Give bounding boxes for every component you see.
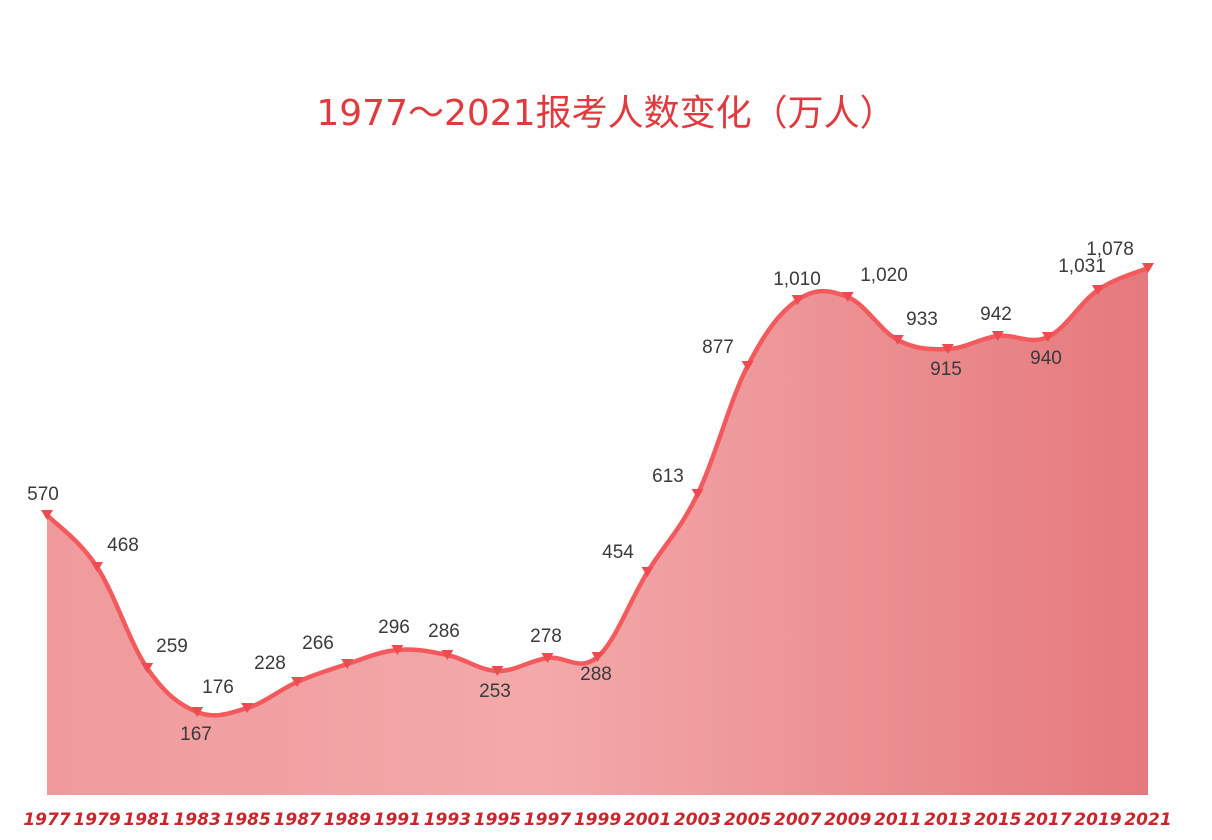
value-label-2001: 454 bbox=[602, 542, 634, 563]
x-tick-label-1995: 1995 bbox=[474, 810, 521, 830]
x-tick-label-2011: 2011 bbox=[874, 810, 921, 830]
x-tick-label-1987: 1987 bbox=[274, 810, 321, 830]
marker-1991 bbox=[391, 645, 404, 655]
marker-2001 bbox=[641, 567, 654, 577]
value-label-2021: 1,078 bbox=[1086, 239, 1134, 260]
value-label-1987: 228 bbox=[254, 653, 286, 674]
value-label-1977: 570 bbox=[27, 484, 59, 505]
x-tick-label-1983: 1983 bbox=[173, 810, 220, 830]
value-label-2011: 933 bbox=[906, 309, 938, 330]
marker-1985 bbox=[241, 703, 254, 713]
x-tick-label-2021: 2021 bbox=[1124, 810, 1171, 830]
x-tick-label-1991: 1991 bbox=[374, 810, 421, 830]
x-tick-label-1989: 1989 bbox=[324, 810, 371, 830]
marker-2015 bbox=[991, 331, 1004, 341]
value-label-2013: 915 bbox=[930, 359, 962, 380]
value-label-2019: 1,031 bbox=[1058, 256, 1106, 277]
x-tick-label-1979: 1979 bbox=[73, 810, 120, 830]
marker-2021 bbox=[1142, 263, 1154, 273]
value-label-2005: 877 bbox=[702, 337, 734, 358]
value-label-1985: 176 bbox=[202, 677, 234, 698]
marker-1995 bbox=[491, 666, 504, 676]
value-label-1999: 288 bbox=[580, 664, 612, 685]
x-tick-label-1981: 1981 bbox=[123, 810, 170, 830]
marker-2003 bbox=[691, 489, 704, 499]
value-label-1979: 468 bbox=[107, 535, 139, 556]
marker-1999 bbox=[591, 652, 604, 662]
marker-2007 bbox=[791, 295, 804, 305]
chart-title: 1977～2021报考人数变化（万人） bbox=[316, 93, 896, 134]
value-label-1995: 253 bbox=[479, 681, 511, 702]
marker-1979 bbox=[91, 562, 104, 572]
marker-2013 bbox=[941, 344, 954, 354]
x-tick-label-2019: 2019 bbox=[1074, 810, 1121, 830]
marker-1997 bbox=[541, 653, 554, 663]
value-label-1997: 278 bbox=[530, 626, 562, 647]
x-tick-label-2007: 2007 bbox=[774, 810, 821, 830]
x-tick-label-2009: 2009 bbox=[824, 810, 871, 830]
x-tick-label-2001: 2001 bbox=[624, 810, 671, 830]
x-tick-label-1997: 1997 bbox=[524, 810, 571, 830]
value-label-2003: 613 bbox=[652, 466, 684, 487]
x-axis-labels: 1977 1979 1981 1983 1985 1987 1989 1991 1993 1995… bbox=[23, 810, 1171, 830]
x-tick-label-2003: 2003 bbox=[674, 810, 721, 830]
x-tick-label-2013: 2013 bbox=[924, 810, 971, 830]
marker-2009 bbox=[841, 292, 854, 302]
value-label-2007: 1,010 bbox=[773, 269, 821, 290]
x-tick-label-1993: 1993 bbox=[424, 810, 471, 830]
area-fill bbox=[47, 268, 1148, 795]
value-label-1989: 266 bbox=[302, 633, 334, 654]
marker-1987 bbox=[291, 677, 304, 687]
value-label-1981: 259 bbox=[156, 636, 188, 657]
marker-2005 bbox=[741, 361, 754, 371]
value-label-2009: 1,020 bbox=[860, 265, 908, 286]
marker-2011 bbox=[891, 335, 904, 345]
x-tick-label-2017: 2017 bbox=[1024, 810, 1071, 830]
x-tick-label-2005: 2005 bbox=[724, 810, 771, 830]
value-label-1983: 167 bbox=[180, 724, 212, 745]
marker-1983 bbox=[191, 707, 204, 717]
value-label-2017: 940 bbox=[1030, 348, 1062, 369]
marker-1981 bbox=[141, 663, 154, 673]
value-label-2015: 942 bbox=[980, 304, 1012, 325]
value-label-1993: 286 bbox=[428, 621, 460, 642]
x-tick-label-2015: 2015 bbox=[974, 810, 1021, 830]
x-tick-label-1977: 1977 bbox=[23, 810, 70, 830]
data-markers bbox=[41, 263, 1154, 717]
marker-1989 bbox=[341, 659, 354, 669]
marker-1977 bbox=[41, 510, 53, 520]
x-tick-label-1985: 1985 bbox=[224, 810, 271, 830]
marker-2019 bbox=[1091, 285, 1104, 295]
marker-2017 bbox=[1041, 332, 1054, 342]
value-label-1991: 296 bbox=[378, 617, 410, 638]
data-value-labels: 570 468 259 167 176 228 266 296 286 253 278 288 454 6… bbox=[27, 239, 1134, 745]
x-tick-label-1999: 1999 bbox=[574, 810, 621, 830]
marker-1993 bbox=[441, 650, 454, 660]
